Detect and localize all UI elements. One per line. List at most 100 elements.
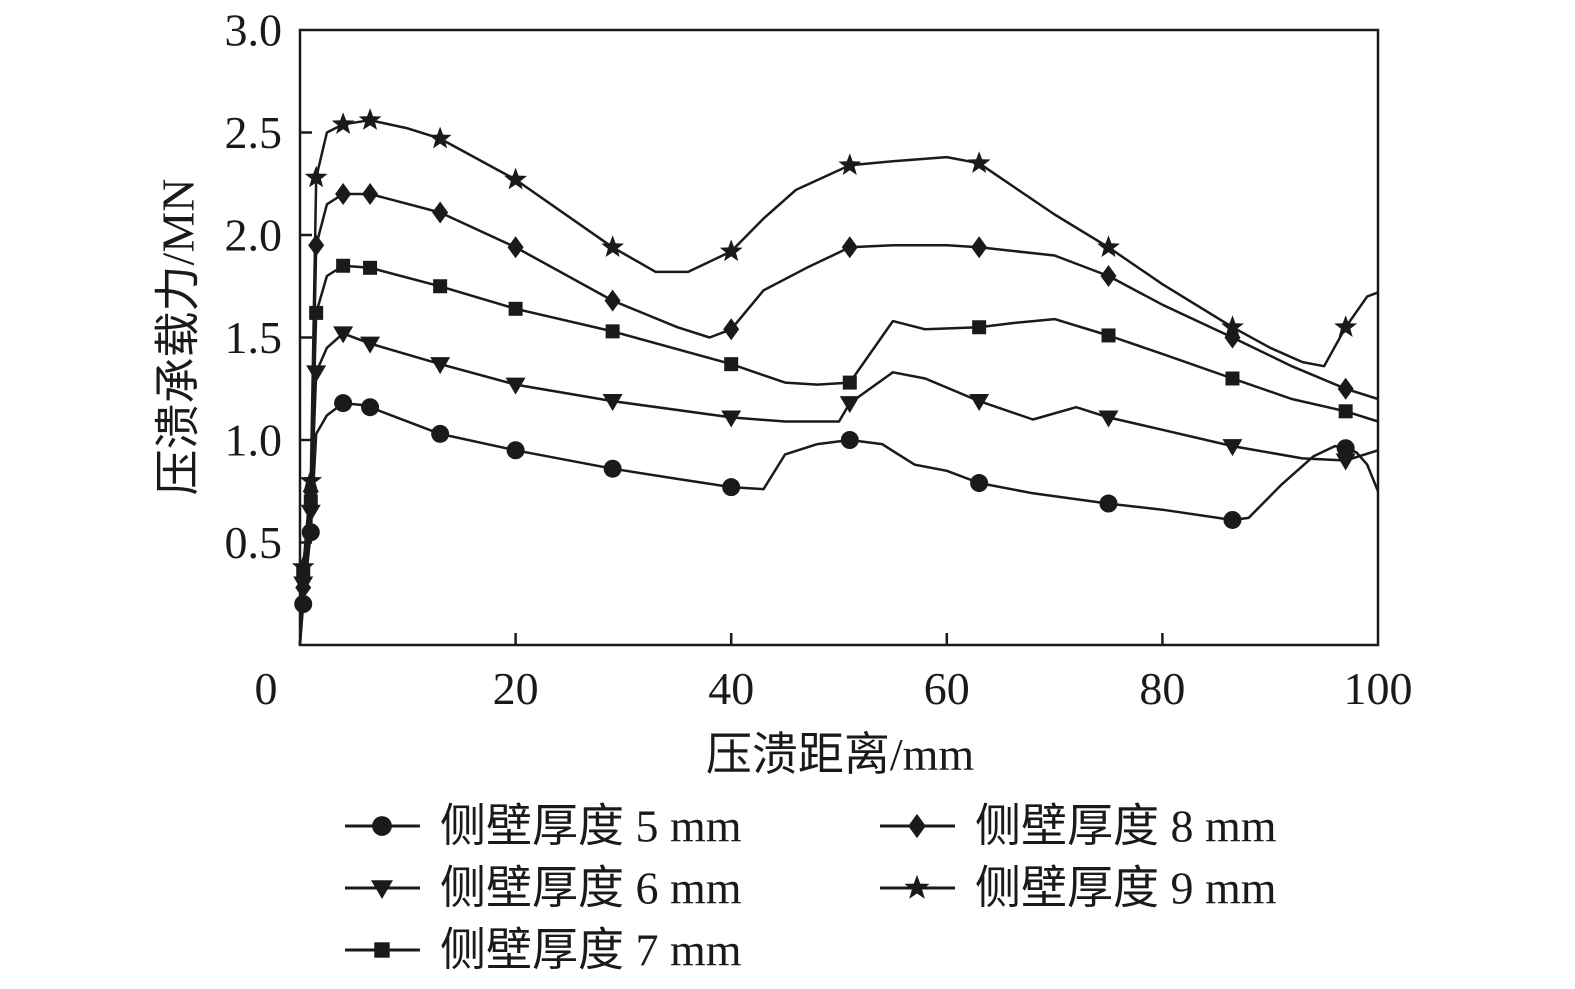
x-tick-label: 0 — [255, 663, 278, 714]
data-point-diamond — [432, 201, 449, 224]
series-line — [298, 401, 1380, 646]
x-axis-label: 压溃距离/mm — [706, 729, 975, 780]
y-tick-label: 0.5 — [225, 517, 283, 568]
data-point-square — [842, 375, 857, 390]
data-point-star — [428, 126, 452, 149]
data-point-triangle — [1222, 439, 1243, 457]
x-tick-label: 60 — [924, 663, 970, 714]
data-point-diamond — [908, 813, 926, 839]
data-point-triangle — [430, 357, 451, 375]
data-point-circle — [1336, 439, 1355, 458]
data-point-circle — [334, 394, 353, 413]
legend-item: 侧壁厚度 6 mm — [345, 863, 742, 914]
legend-item: 侧壁厚度 8 mm — [880, 801, 1277, 852]
data-point-triangle — [1335, 453, 1356, 471]
data-point-diamond — [841, 236, 858, 259]
data-point-triangle — [306, 365, 327, 383]
data-point-circle — [1223, 510, 1242, 529]
data-point-square — [508, 301, 523, 316]
data-point-star — [719, 239, 743, 262]
data-point-star — [601, 235, 624, 257]
data-point-star — [1334, 315, 1358, 337]
legend-label: 侧壁厚度 5 mm — [440, 801, 742, 852]
series-line — [298, 192, 1379, 646]
data-point-square — [374, 942, 390, 958]
legend-label: 侧壁厚度 7 mm — [440, 925, 742, 976]
x-tick-label: 40 — [708, 663, 754, 714]
legend-item: 侧壁厚度 7 mm — [345, 925, 742, 976]
data-point-square — [433, 279, 448, 294]
series-line — [298, 332, 1379, 646]
data-point-diamond — [507, 236, 524, 259]
data-point-diamond — [335, 183, 352, 205]
x-tick-label: 80 — [1139, 663, 1185, 714]
x-tick-label: 20 — [493, 663, 539, 714]
data-point-diamond — [604, 289, 621, 312]
legend-label: 侧壁厚度 9 mm — [975, 863, 1277, 914]
data-point-circle — [722, 478, 741, 497]
series-5 — [291, 108, 1379, 646]
data-point-circle — [970, 474, 989, 493]
y-tick-label: 3.0 — [225, 5, 283, 56]
data-point-triangle — [505, 377, 526, 395]
data-point-circle — [372, 816, 392, 836]
plot-area: 0 20 40 60 80 100 0.5 1.0 1.5 2.0 2.5 3.0 — [225, 5, 1413, 715]
legend-label: 侧壁厚度 6 mm — [440, 863, 742, 914]
x-tick-label: 100 — [1344, 663, 1413, 714]
data-point-star — [504, 167, 527, 190]
data-point-star — [1221, 315, 1244, 337]
data-point-square — [724, 357, 739, 372]
data-point-triangle — [602, 394, 623, 412]
data-point-diamond — [362, 183, 379, 205]
data-point-circle — [506, 441, 525, 460]
y-tick-label: 1.0 — [225, 415, 283, 466]
data-point-star — [904, 874, 930, 899]
data-point-diamond — [971, 236, 988, 259]
data-point-star — [331, 112, 355, 134]
data-point-circle — [361, 398, 380, 417]
legend-item: 侧壁厚度 5 mm — [345, 801, 742, 852]
data-point-triangle — [360, 336, 381, 354]
data-point-square — [972, 320, 987, 335]
series-line — [298, 264, 1379, 646]
data-point-diamond — [1100, 265, 1117, 287]
data-point-star — [299, 469, 323, 491]
data-point-circle — [603, 459, 622, 478]
y-axis-label: 压溃承载力/MN — [153, 179, 204, 496]
data-point-triangle — [371, 880, 393, 899]
data-point-square — [336, 258, 351, 273]
data-point-triangle — [333, 326, 354, 344]
plot-frame — [298, 28, 1380, 647]
legend: 侧壁厚度 5 mm 侧壁厚度 6 mm 侧壁厚度 7 mm 侧壁厚度 8 mm 侧壁厚度… — [345, 801, 1277, 976]
data-point-star — [967, 151, 991, 173]
data-point-circle — [431, 424, 450, 443]
data-point-star — [291, 555, 315, 577]
data-point-square — [1338, 404, 1353, 419]
data-point-circle — [840, 431, 859, 449]
data-point-triangle — [839, 396, 860, 414]
y-tick-label: 2.0 — [225, 210, 283, 261]
y-tick-label: 2.5 — [225, 107, 283, 158]
data-point-triangle — [1098, 410, 1119, 428]
data-point-star — [838, 153, 862, 175]
data-point-star — [304, 165, 328, 188]
data-point-circle — [1099, 494, 1118, 513]
series-4 — [295, 183, 1379, 646]
legend-item: 侧壁厚度 9 mm — [880, 863, 1277, 914]
data-point-square — [605, 324, 620, 339]
data-point-square — [309, 305, 324, 320]
data-point-square — [1101, 328, 1116, 343]
data-point-square — [363, 260, 378, 275]
data-point-square — [1225, 371, 1240, 386]
data-point-triangle — [969, 394, 990, 412]
data-point-diamond — [723, 318, 740, 341]
data-point-triangle — [721, 410, 742, 428]
data-point-diamond — [1337, 377, 1354, 400]
data-point-star — [1097, 235, 1120, 257]
series-2 — [293, 326, 1379, 646]
data-point-star — [358, 108, 382, 130]
legend-label: 侧壁厚度 8 mm — [975, 801, 1277, 852]
series-1 — [294, 394, 1380, 646]
y-tick-label: 1.5 — [225, 312, 283, 363]
